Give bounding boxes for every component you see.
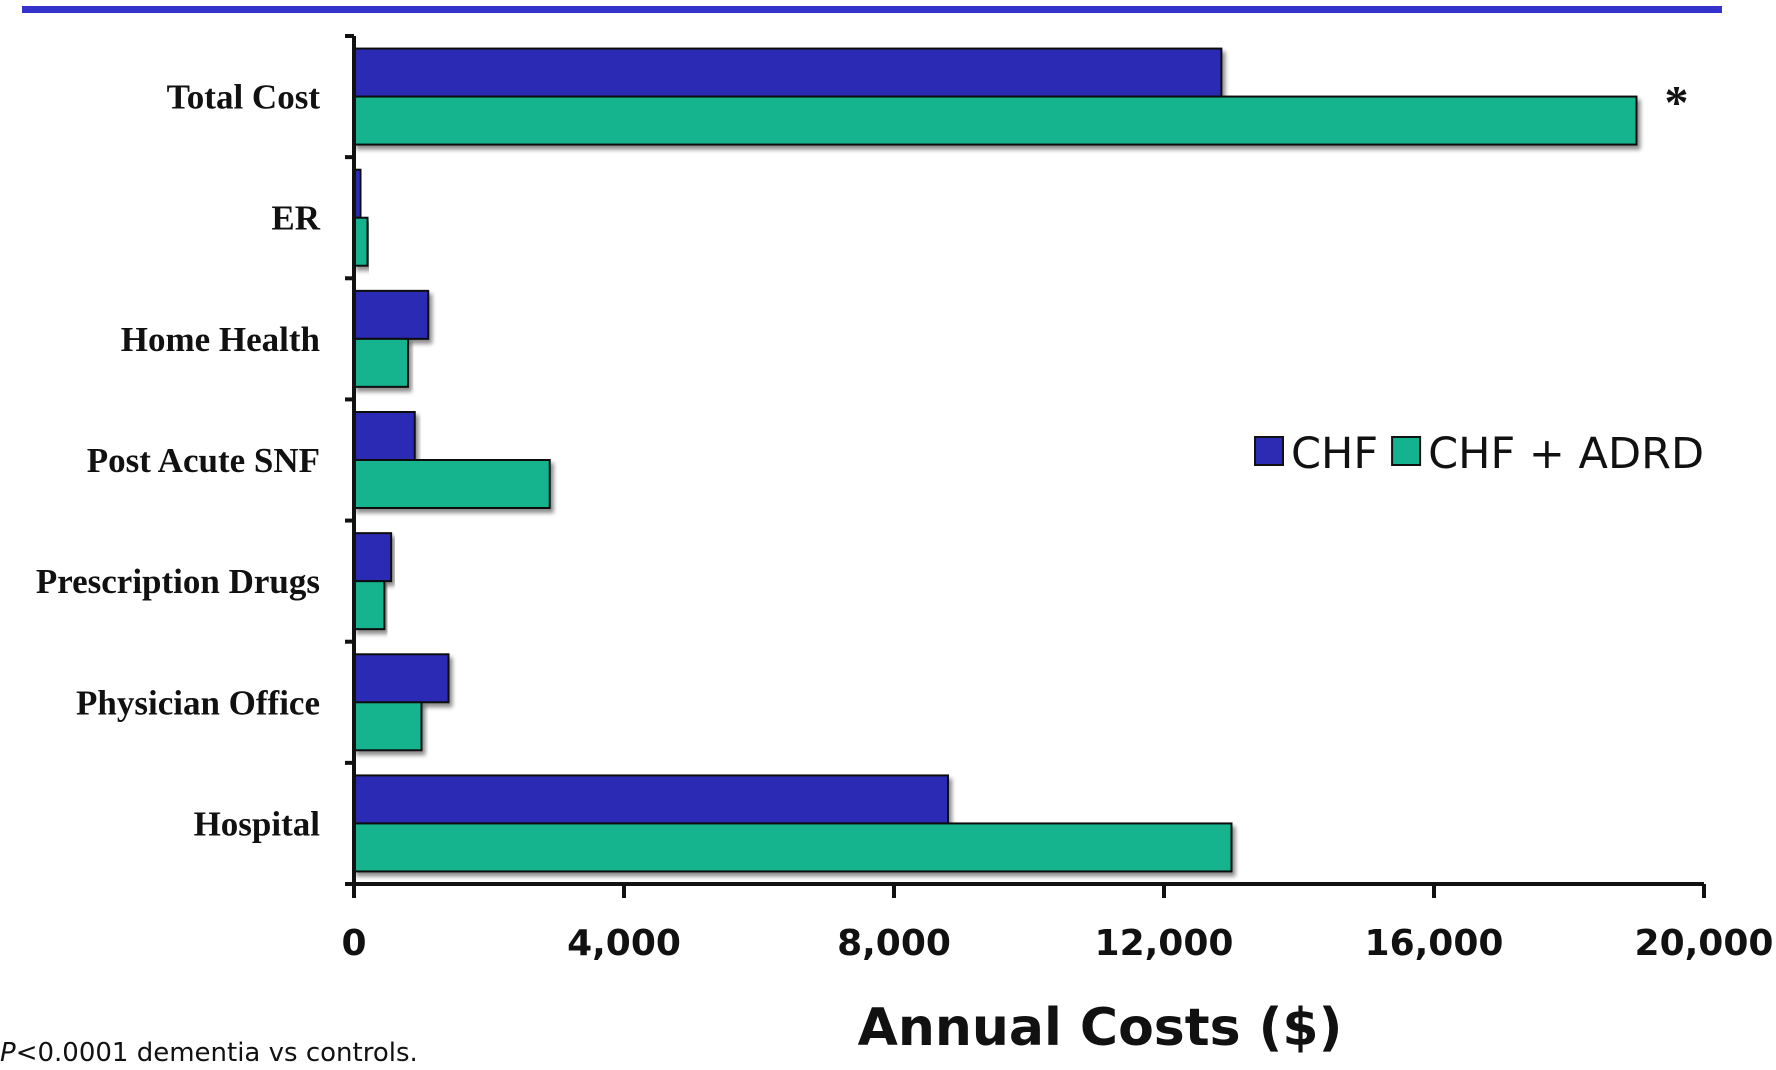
bar-total-cost-chf (353, 47, 1223, 98)
bar-hospital-chf (353, 774, 949, 825)
bar-total-cost-chf-adrd (353, 95, 1638, 146)
bar-physician-office-chf (353, 653, 450, 704)
bar-post-acute-snf-chf-adrd (353, 459, 551, 509)
legend: CHF CHF + ADRD (1254, 429, 1704, 479)
legend-label-chf-adrd: CHF + ADRD (1428, 429, 1704, 479)
legend-swatch-chf (1254, 436, 1284, 466)
x-tick-label-16000: 16,000 (1365, 923, 1504, 964)
x-tick-label-20000: 20,000 (1635, 923, 1774, 964)
bar-prescription-drugs-chf-adrd (353, 580, 386, 631)
x-tick-label-8000: 8,000 (837, 923, 951, 964)
bar-er-chf-adrd (353, 216, 369, 267)
significance-asterisk: * (1665, 77, 1689, 130)
labels-layer: Total Cost * ER Home Health Post Acute SNF Pr… (36, 77, 1774, 1058)
top-rule (22, 6, 1722, 13)
footnote-p-symbol: P (0, 1038, 16, 1068)
footnote-text: <0.0001 dementia vs controls. (15, 1038, 418, 1068)
x-axis-title: Annual Costs ($) (858, 998, 1343, 1058)
bar-post-acute-snf-chf (353, 411, 416, 461)
legend-label-chf: CHF (1291, 429, 1378, 479)
legend-swatch-chf-adrd (1391, 436, 1422, 466)
category-label-physician-office: Physician Office (76, 683, 320, 722)
bar-home-health-chf (353, 289, 430, 340)
bar-hospital-chf-adrd (353, 822, 1233, 873)
category-label-er: ER (271, 199, 320, 238)
category-label-total-cost: Total Cost (167, 78, 321, 117)
bar-physician-office-chf-adrd (353, 701, 423, 752)
category-label-home-health: Home Health (121, 320, 320, 359)
x-tick-label-0: 0 (341, 923, 366, 964)
x-tick-label-12000: 12,000 (1095, 923, 1234, 964)
bar-prescription-drugs-chf (353, 532, 393, 583)
x-tick-label-4000: 4,000 (567, 923, 681, 964)
bars-layer (353, 47, 1638, 873)
footnote: P<0.0001 dementia vs controls. (0, 1038, 418, 1068)
category-label-hospital: Hospital (194, 804, 321, 843)
axes-layer (345, 34, 1706, 898)
bar-home-health-chf-adrd (353, 337, 409, 388)
category-label-post-acute-snf: Post Acute SNF (87, 441, 320, 480)
category-label-prescription-drugs: Prescription Drugs (36, 562, 320, 601)
